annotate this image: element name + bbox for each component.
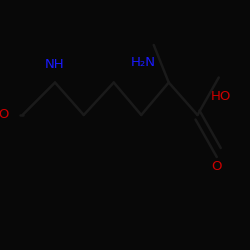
Text: NH: NH xyxy=(45,58,65,71)
Text: O: O xyxy=(211,160,222,172)
Text: H₂N: H₂N xyxy=(131,56,156,69)
Text: HO: HO xyxy=(211,90,232,102)
Text: HO: HO xyxy=(0,108,10,122)
